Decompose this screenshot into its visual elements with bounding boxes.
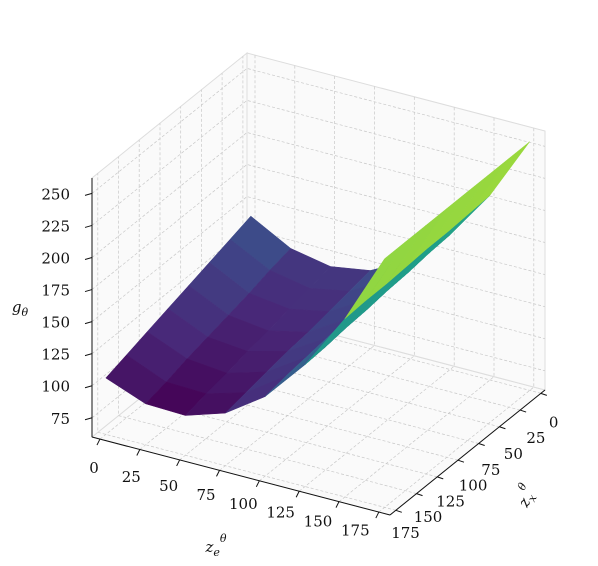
x-tick-label: 25	[122, 468, 141, 486]
y-tick-label: 100	[459, 477, 488, 495]
x-tick	[176, 459, 181, 467]
grid-line	[221, 73, 521, 411]
y-tick	[395, 509, 402, 513]
y-axis-label: zxθ	[509, 480, 543, 511]
y-tick	[499, 426, 506, 430]
grid-line	[378, 128, 535, 513]
grid-line	[91, 68, 546, 194]
x-tick-label: 125	[266, 504, 295, 522]
y-tick-label: 125	[436, 492, 465, 510]
grid-line	[91, 100, 546, 226]
y-tick-label: 175	[391, 524, 420, 542]
z-tick-label: 75	[51, 410, 70, 428]
x-tick	[375, 511, 380, 519]
z-tick	[84, 192, 93, 196]
grid-line	[338, 117, 495, 502]
x-tick	[216, 470, 220, 477]
y-tick	[540, 392, 548, 396]
x-axis-label: zeθ	[204, 532, 226, 559]
x-tick	[255, 480, 260, 488]
grid-line	[97, 173, 396, 511]
z-tick-label: 150	[41, 314, 70, 332]
y-tick	[457, 459, 465, 463]
grid-line	[219, 86, 375, 471]
x-tick-label: 50	[159, 477, 178, 495]
y-tick-label: 150	[414, 508, 443, 526]
surface-patch	[344, 241, 406, 319]
grid-line	[179, 75, 335, 461]
grid-line	[298, 107, 455, 492]
z-tick	[84, 289, 93, 293]
z-tick-label: 100	[41, 378, 70, 396]
z-label-sub: θ	[21, 306, 28, 319]
grid-line	[159, 123, 459, 461]
x-label-sub: e	[213, 546, 220, 559]
z-tick-label: 200	[41, 249, 70, 267]
axes: 0 25 50 75 100 125 150 175025507510012515017575…	[41, 178, 558, 542]
grid-line	[118, 156, 417, 494]
x-tick	[136, 449, 141, 456]
y-tick	[478, 443, 485, 446]
grid-line	[259, 96, 415, 482]
grid-line	[91, 132, 546, 258]
z-axis-label: gθ	[12, 298, 29, 319]
y-tick-label: 25	[526, 429, 545, 447]
x-tick	[335, 501, 340, 508]
x-tick-label: 0	[89, 459, 99, 477]
grid-line	[201, 89, 500, 428]
y-tick-label: 0	[549, 413, 559, 431]
x-tick-label: 175	[341, 522, 370, 540]
grid-line	[91, 196, 546, 322]
z-tick-label: 250	[41, 185, 70, 203]
y-tick	[519, 409, 527, 413]
grid-line	[91, 228, 546, 354]
y-label-sub: x	[525, 492, 540, 504]
z-tick	[84, 321, 93, 325]
grid-line	[91, 164, 546, 290]
z-tick	[84, 385, 93, 389]
y-tick	[437, 476, 444, 480]
z-tick-label: 125	[41, 346, 70, 364]
z-label-base: g	[12, 298, 22, 316]
y-tick-label: 50	[504, 445, 523, 463]
x-axis-line	[91, 436, 391, 516]
z-tick-label: 175	[41, 282, 70, 300]
x-tick	[96, 438, 101, 446]
x-tick-label: 150	[304, 513, 333, 531]
y-axis-line	[389, 389, 546, 516]
z-tick	[84, 224, 93, 228]
z-tick-label: 225	[41, 217, 70, 235]
y-tick	[416, 493, 423, 497]
surface	[105, 141, 530, 416]
x-tick-label: 100	[229, 495, 258, 513]
grid-line	[138, 139, 438, 478]
z-tick	[84, 417, 93, 421]
x-tick-label: 75	[196, 486, 215, 504]
grid-line	[242, 56, 541, 394]
y-label-sup: θ	[515, 480, 530, 492]
z-tick	[84, 257, 93, 260]
grid-line	[180, 106, 479, 444]
x-tick	[295, 491, 300, 498]
y-tick-label: 75	[481, 461, 500, 479]
x-label-sup: θ	[220, 532, 227, 545]
x-label-base: z	[204, 538, 213, 556]
z-tick	[84, 353, 93, 357]
